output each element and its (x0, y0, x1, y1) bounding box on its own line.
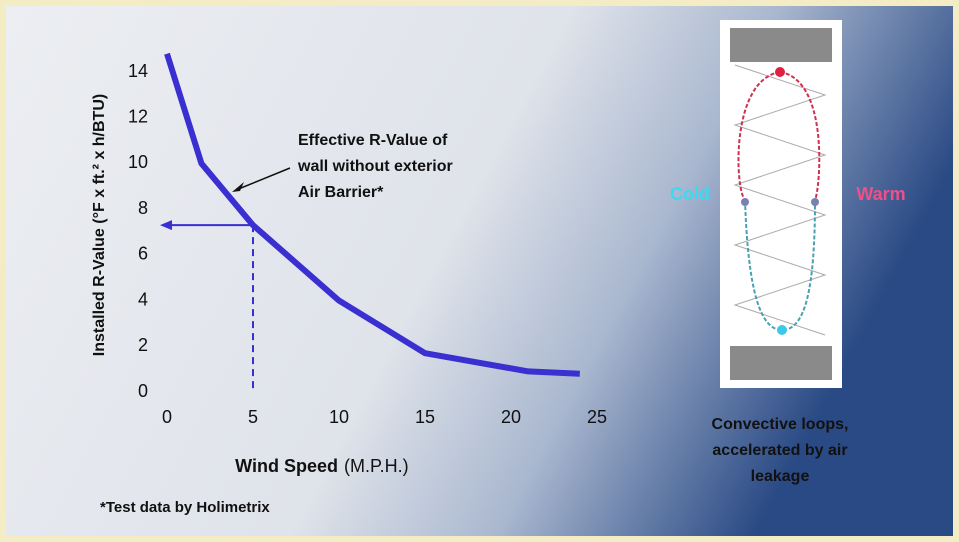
bottom-plate (730, 346, 832, 380)
annotation: wall without exterior (297, 158, 453, 175)
x-tick-label: 5 (248, 407, 258, 427)
cold-label: Cold (670, 184, 710, 204)
caption: leakage (751, 468, 810, 485)
y-tick-label: 14 (128, 61, 148, 81)
y-tick-label: 6 (138, 244, 148, 264)
x-tick-label: 25 (587, 407, 607, 427)
annotation: Air Barrier* (298, 184, 384, 201)
cold-point (777, 325, 787, 335)
slide: Installed R-Value (°F x ft.² x h/BTU) Wi… (0, 0, 959, 542)
footnote: *Test data by Holimetrix (100, 499, 270, 516)
y-tick-label: 10 (128, 152, 148, 172)
x-tick-label: 20 (501, 407, 521, 427)
top-plate (730, 28, 832, 62)
caption: Convective loops, (712, 416, 849, 433)
x-axis-units: (M.P.H.) (344, 456, 409, 476)
y-tick-label: 4 (138, 289, 148, 309)
x-tick-label: 0 (162, 407, 172, 427)
y-tick-label: 8 (138, 198, 148, 218)
warm-label: Warm (856, 184, 905, 204)
caption: accelerated by air (712, 442, 847, 459)
x-tick-label: 10 (329, 407, 349, 427)
y-tick-label: 2 (138, 335, 148, 355)
flow-point (741, 198, 749, 206)
annotation: Effective R-Value of (298, 132, 448, 149)
x-tick-label: 15 (415, 407, 435, 427)
x-axis-label: Wind Speed (235, 456, 338, 476)
warm-point (775, 67, 785, 77)
flow-point (811, 198, 819, 206)
y-tick-label: 12 (128, 106, 148, 126)
y-tick-label: 0 (138, 381, 148, 401)
y-axis-label: Installed R-Value (°F x ft.² x h/BTU) (91, 94, 108, 356)
